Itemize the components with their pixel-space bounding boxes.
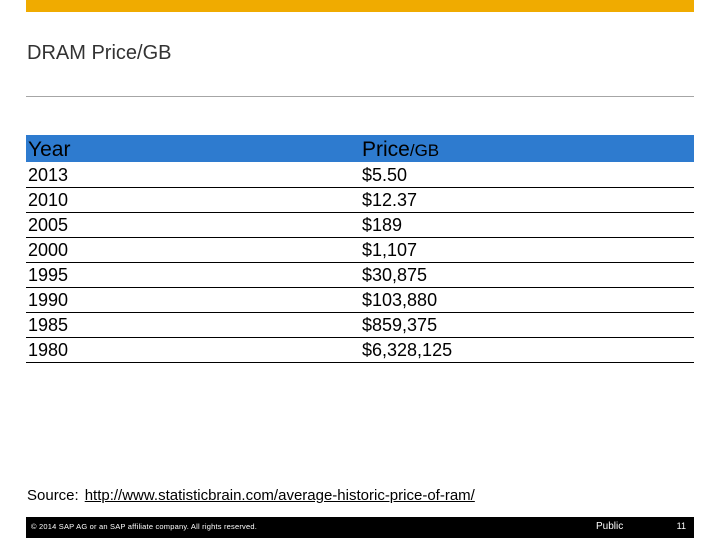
- footer-bar: © 2014 SAP AG or an SAP affiliate compan…: [26, 517, 694, 538]
- page-number: 11: [676, 521, 686, 531]
- year-cell: 2005: [28, 215, 69, 235]
- table-row: 2000 $1,107: [26, 238, 694, 263]
- year-column-header: Year: [28, 138, 71, 161]
- price-header-suffix: /GB: [409, 141, 440, 160]
- price-column-header: Price/GB: [362, 138, 439, 162]
- source-link[interactable]: http://www.statisticbrain.com/average-hi…: [84, 487, 475, 504]
- price-cell: $12.37: [362, 190, 418, 210]
- top-accent-bar: [26, 0, 694, 12]
- price-header-main: Price: [362, 138, 410, 161]
- table-row: 2013 $5.50: [26, 163, 694, 188]
- year-cell: 2000: [28, 240, 69, 260]
- table-row: 1980 $6,328,125: [26, 338, 694, 363]
- price-cell: $6,328,125: [362, 340, 453, 360]
- price-cell: $1,107: [362, 240, 418, 260]
- table-row: 1990 $103,880: [26, 288, 694, 313]
- source-label: Source:: [27, 487, 79, 504]
- year-cell: 2010: [28, 190, 69, 210]
- price-cell: $189: [362, 215, 403, 235]
- year-cell: 1980: [28, 340, 69, 360]
- year-cell: 1995: [28, 265, 69, 285]
- year-cell: 1990: [28, 290, 69, 310]
- price-cell: $103,880: [362, 290, 438, 310]
- table-row: 1995 $30,875: [26, 263, 694, 288]
- table-header: Year Price/GB: [26, 135, 694, 163]
- source-note: Source: http://www.statisticbrain.com/ave…: [27, 487, 475, 504]
- table-row: 2005 $189: [26, 213, 694, 238]
- table-row: 2010 $12.37: [26, 188, 694, 213]
- price-cell: $30,875: [362, 265, 428, 285]
- year-cell: 1985: [28, 315, 69, 335]
- table-row: 1985 $859,375: [26, 313, 694, 338]
- copyright-text: © 2014 SAP AG or an SAP affiliate compan…: [31, 522, 258, 531]
- title-divider: [26, 96, 694, 97]
- slide-title: DRAM Price/GB: [27, 42, 172, 64]
- price-table: Year Price/GB 2013 $5.50 2010 $12.37 200…: [26, 135, 694, 363]
- price-cell: $5.50: [362, 165, 408, 185]
- year-cell: 2013: [28, 165, 69, 185]
- classification-label: Public: [596, 521, 624, 532]
- price-cell: $859,375: [362, 315, 438, 335]
